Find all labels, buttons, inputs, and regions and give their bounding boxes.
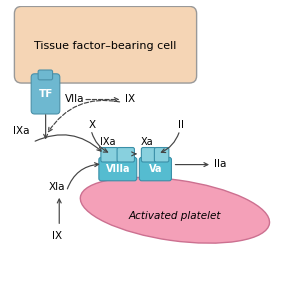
Text: IX: IX bbox=[52, 231, 62, 241]
FancyBboxPatch shape bbox=[139, 157, 171, 181]
Ellipse shape bbox=[80, 177, 270, 243]
FancyBboxPatch shape bbox=[141, 148, 156, 162]
FancyBboxPatch shape bbox=[117, 148, 134, 162]
Text: Va: Va bbox=[149, 164, 162, 174]
FancyBboxPatch shape bbox=[154, 148, 169, 162]
Text: VIIa: VIIa bbox=[65, 94, 85, 104]
Text: Tissue factor–bearing cell: Tissue factor–bearing cell bbox=[34, 41, 177, 51]
FancyBboxPatch shape bbox=[101, 148, 118, 162]
Text: IX: IX bbox=[125, 94, 135, 104]
FancyBboxPatch shape bbox=[38, 70, 53, 80]
Text: X: X bbox=[89, 120, 96, 130]
Text: XIa: XIa bbox=[49, 182, 65, 192]
Text: IXa: IXa bbox=[13, 126, 29, 136]
FancyBboxPatch shape bbox=[99, 157, 137, 181]
Text: Xa: Xa bbox=[140, 137, 153, 147]
FancyBboxPatch shape bbox=[14, 6, 197, 83]
Text: IXa: IXa bbox=[100, 137, 116, 147]
Text: II: II bbox=[178, 120, 184, 130]
Text: VIIIa: VIIIa bbox=[105, 164, 130, 174]
Text: TF: TF bbox=[39, 89, 53, 99]
Text: Activated platelet: Activated platelet bbox=[129, 211, 221, 221]
FancyBboxPatch shape bbox=[31, 74, 60, 114]
Text: IIa: IIa bbox=[213, 159, 226, 169]
